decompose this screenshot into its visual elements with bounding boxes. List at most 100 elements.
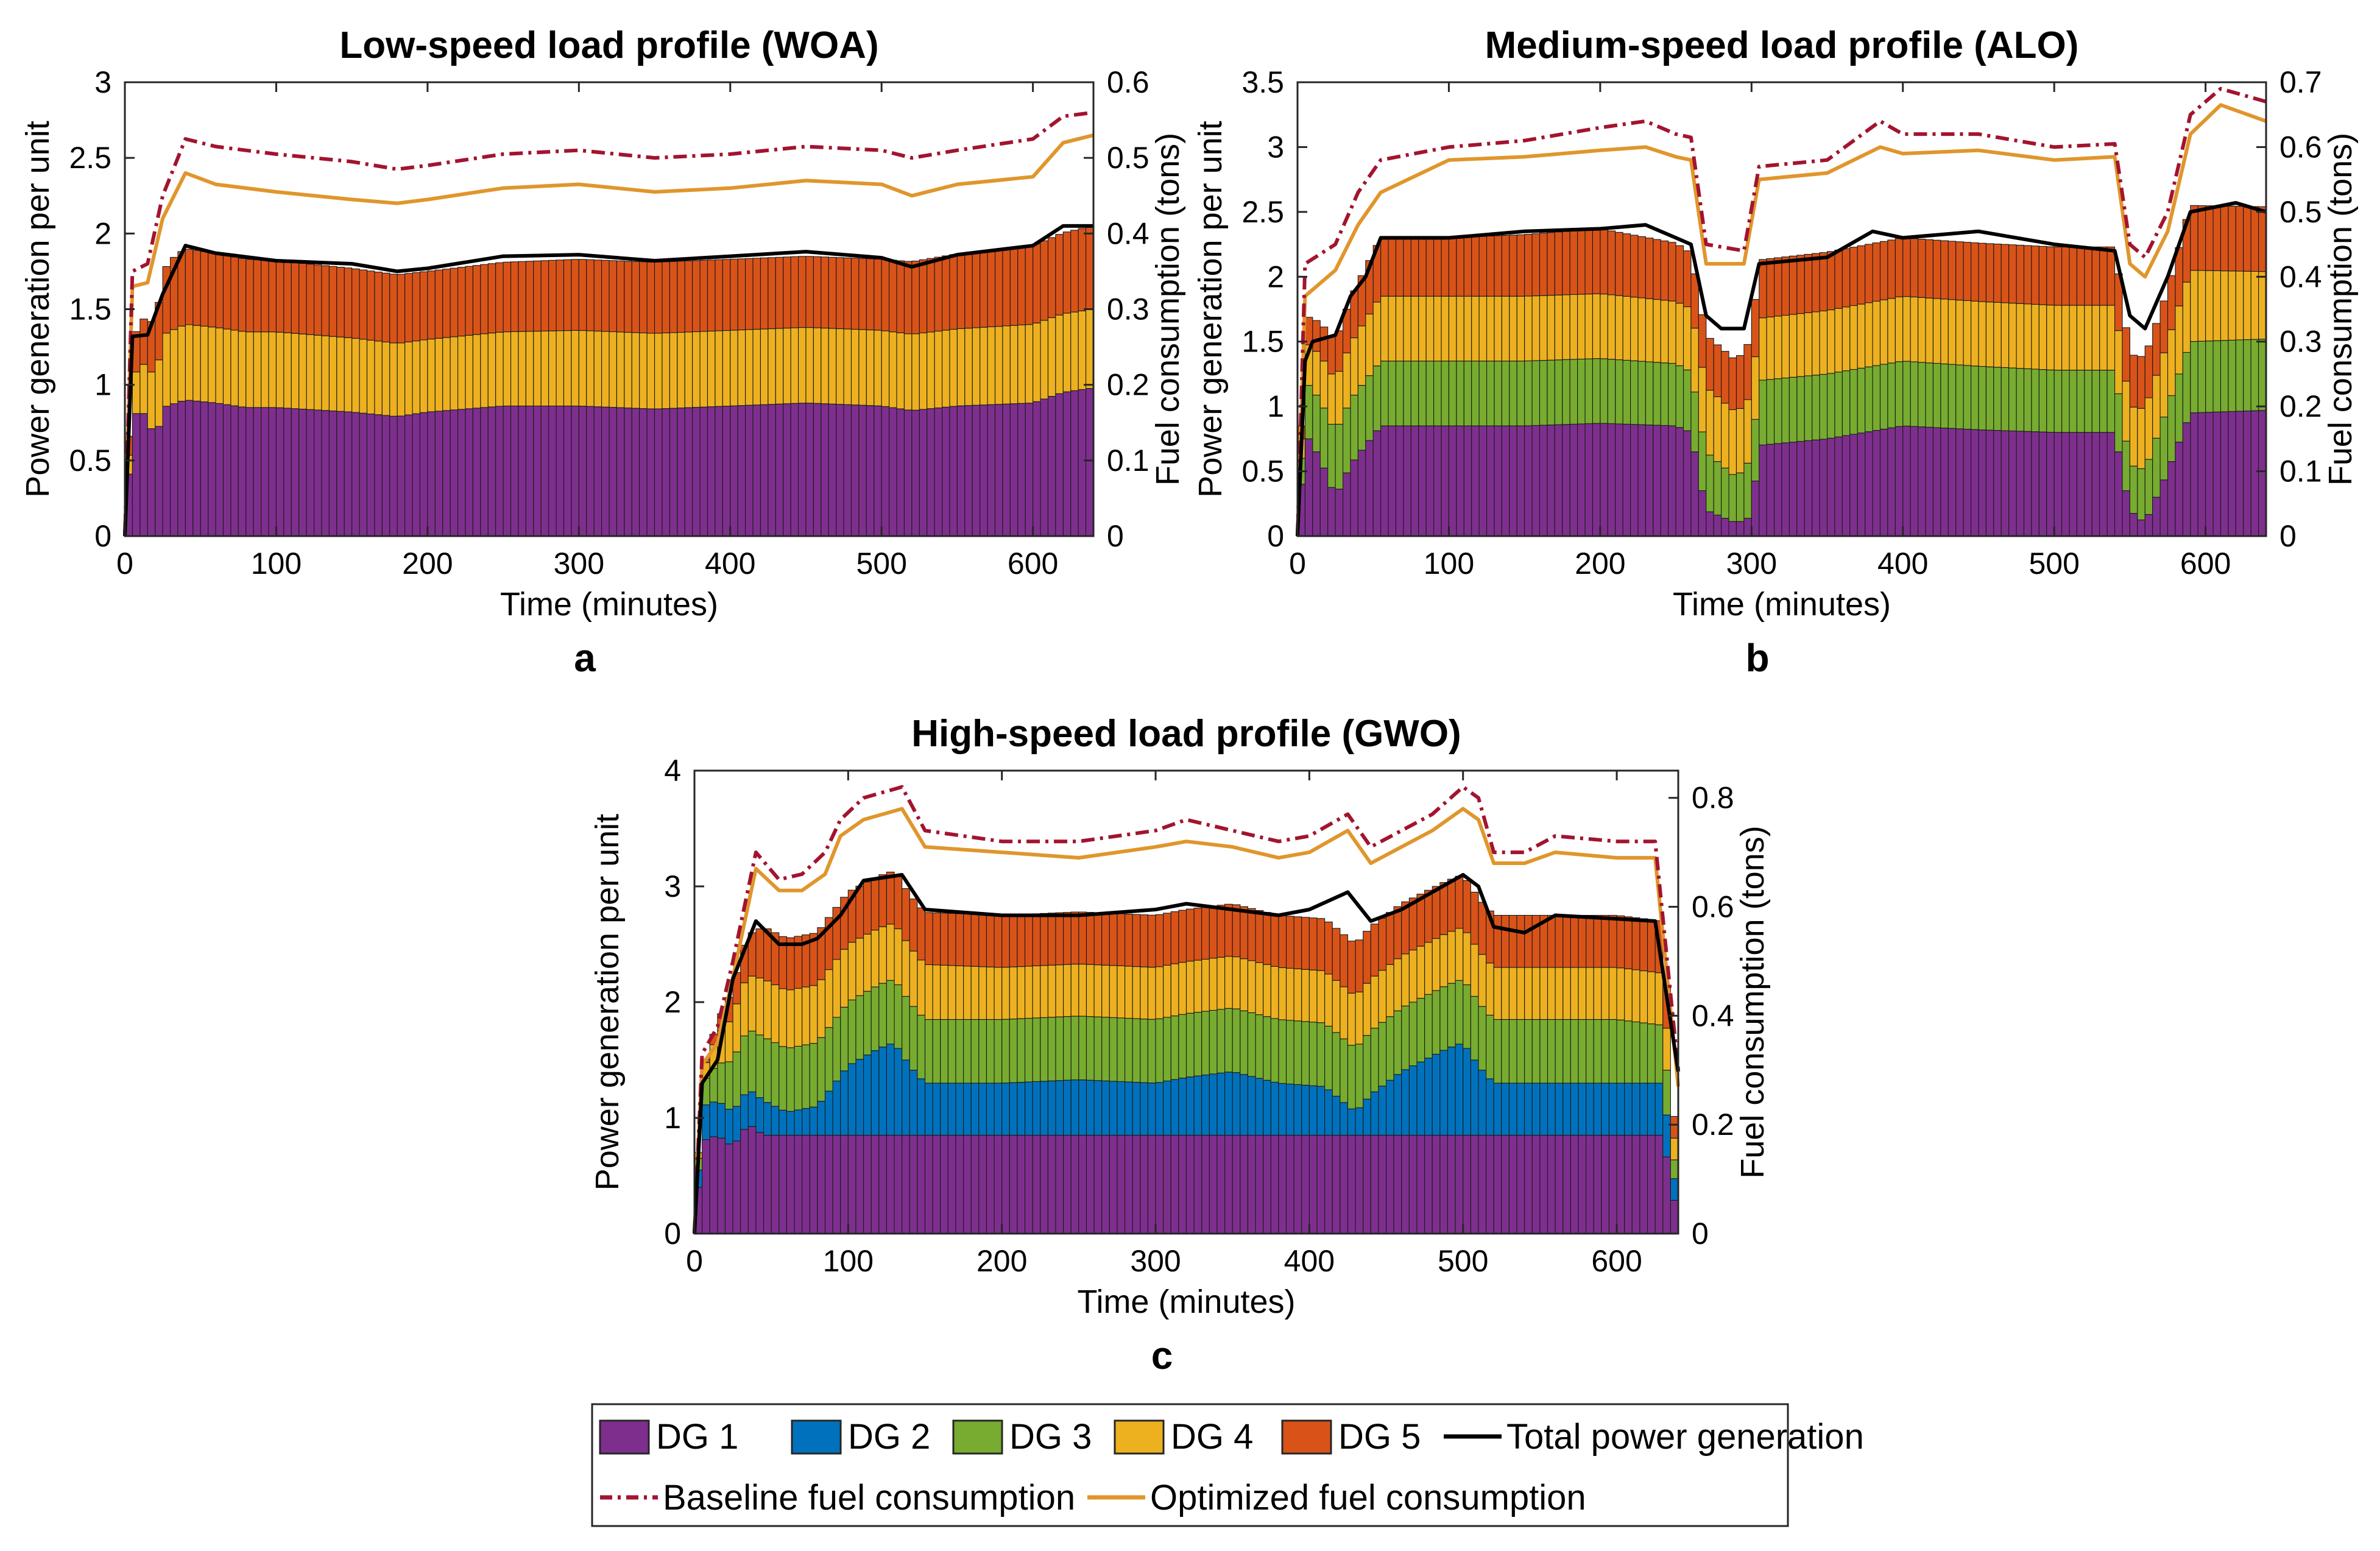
bar-segment-dg-2 <box>779 1109 787 1136</box>
bar-segment-dg-4 <box>1025 324 1034 404</box>
bar-segment-dg-3 <box>1224 1008 1233 1073</box>
bar-segment-dg-1 <box>397 415 406 537</box>
bar-segment-dg-2 <box>1432 1053 1441 1136</box>
bar-segment-dg-5 <box>1101 913 1110 966</box>
bar-segment-dg-5 <box>1441 237 1449 297</box>
bar-segment-dg-3 <box>1584 358 1594 425</box>
bar-segment-dg-4 <box>1170 963 1179 1017</box>
bar-segment-dg-1 <box>752 405 761 537</box>
bar-segment-dg-5 <box>836 257 844 330</box>
bar-segment-dg-1 <box>1147 1134 1156 1234</box>
bar-segment-dg-1 <box>1017 403 1026 537</box>
bar-segment-dg-1 <box>2129 513 2138 537</box>
bar-segment-dg-1 <box>1340 1134 1349 1234</box>
bar-segment-dg-1 <box>760 404 769 537</box>
bar-segment-dg-3 <box>1509 361 1517 426</box>
bar-segment-dg-5 <box>139 319 148 365</box>
bar-segment-dg-1 <box>745 405 754 537</box>
bar-segment-dg-1 <box>1393 1134 1402 1234</box>
bar-segment-dg-3 <box>1796 376 1805 442</box>
bar-segment-dg-5 <box>1501 914 1510 968</box>
bar-segment-dg-3 <box>2084 369 2092 433</box>
y-axis-label: Power generation per unit <box>589 814 626 1190</box>
y2-tick-label: 0.1 <box>2279 454 2322 489</box>
bar-segment-dg-2 <box>1332 1095 1341 1136</box>
bar-segment-dg-4 <box>1380 295 1389 362</box>
bar-segment-dg-1 <box>874 405 882 537</box>
chart-title: Medium-speed load profile (ALO) <box>1485 24 2079 66</box>
bar-segment-dg-4 <box>850 328 860 406</box>
bar-segment-dg-5 <box>1653 239 1661 300</box>
bar-segment-dg-4 <box>1478 954 1487 1007</box>
bar-segment-dg-3 <box>986 1019 995 1084</box>
bar-segment-dg-4 <box>902 940 910 997</box>
bar-segment-dg-4 <box>1193 959 1202 1013</box>
bar-segment-dg-5 <box>1766 258 1775 317</box>
bar-segment-dg-4 <box>1063 964 1072 1017</box>
y-tick-label: 3 <box>94 65 111 99</box>
bar-segment-dg-4 <box>1401 953 1410 1006</box>
legend: DG 1 DG 2 DG 3 DG 4 DG 5 Total power generati… <box>591 1403 1864 1527</box>
bar-segment-dg-4 <box>1101 964 1110 1018</box>
bar-segment-dg-3 <box>763 1038 772 1103</box>
chart-panel-c: High-speed load profile (GWO)0 100 200 300 4… <box>589 713 1771 1377</box>
bar-segment-dg-3 <box>1170 1016 1179 1080</box>
bar-segment-dg-1 <box>1403 425 1411 537</box>
bar-segment-dg-1 <box>427 411 436 537</box>
bar-segment-dg-2 <box>1224 1072 1233 1136</box>
bar-segment-dg-2 <box>1063 1079 1072 1136</box>
bar-segment-dg-4 <box>840 949 849 1008</box>
bar-segment-dg-4 <box>1347 992 1356 1046</box>
bar-segment-dg-4 <box>1607 294 1616 360</box>
y-tick-label: 0.5 <box>1241 454 1284 489</box>
bar-segment-dg-4 <box>389 342 398 417</box>
bar-segment-dg-3 <box>1009 1019 1018 1083</box>
bar-segment-dg-5 <box>1872 242 1881 302</box>
bar-segment-dg-5 <box>855 885 864 939</box>
bar-segment-dg-1 <box>2008 430 2017 537</box>
bar-segment-dg-2 <box>1185 1076 1195 1136</box>
bar-segment-dg-4 <box>1163 964 1171 1018</box>
bar-segment-dg-1 <box>927 408 935 537</box>
bar-segment-dg-4 <box>1910 296 1919 362</box>
bar-segment-dg-3 <box>1970 366 1979 430</box>
bar-segment-dg-5 <box>737 258 746 331</box>
bar-segment-dg-1 <box>2235 411 2244 537</box>
bar-segment-dg-5 <box>1448 237 1457 297</box>
bar-segment-dg-4 <box>2016 303 2025 369</box>
bar-segment-dg-4 <box>1448 295 1457 362</box>
bar-segment-dg-5 <box>947 913 956 966</box>
x-tick-label: 400 <box>1877 546 1928 581</box>
bar-segment-dg-2 <box>1193 1075 1202 1136</box>
bar-segment-dg-3 <box>1447 983 1456 1048</box>
bar-segment-dg-1 <box>889 407 897 537</box>
bar-segment-dg-4 <box>1070 964 1079 1017</box>
bar-segment-dg-4 <box>1570 967 1579 1020</box>
bar-segment-dg-1 <box>855 1134 864 1234</box>
bar-segment-dg-5 <box>775 256 784 329</box>
bar-segment-dg-3 <box>878 983 887 1048</box>
bar-segment-dg-4 <box>903 333 913 411</box>
bar-segment-dg-4 <box>533 331 542 406</box>
bar-segment-dg-1 <box>963 1134 972 1234</box>
bar-segment-dg-3 <box>963 1019 972 1084</box>
bar-segment-dg-1 <box>374 414 383 537</box>
optimized-fuel-line <box>693 807 1680 1234</box>
bar-segment-dg-4 <box>1955 300 1964 366</box>
bar-segment-dg-2 <box>1616 1083 1625 1136</box>
bar-segment-dg-1 <box>1365 440 1374 537</box>
bar-segment-dg-5 <box>790 256 799 328</box>
bar-segment-dg-3 <box>1713 461 1722 515</box>
bar-segment-dg-2 <box>1647 1083 1656 1136</box>
bar-segment-dg-1 <box>1804 440 1813 537</box>
bar-segment-dg-5 <box>1393 906 1402 959</box>
bar-segment-dg-1 <box>1547 425 1555 537</box>
bar-segment-dg-4 <box>1670 1137 1679 1161</box>
bar-segment-dg-4 <box>1578 967 1587 1020</box>
y-tick-label: 4 <box>664 754 681 788</box>
bar-segment-dg-4 <box>1062 313 1072 392</box>
bar-segment-dg-5 <box>1516 914 1525 968</box>
bar-segment-dg-4 <box>760 328 769 405</box>
bar-segment-dg-4 <box>548 330 557 406</box>
chart-title: Low-speed load profile (WOA) <box>339 24 878 66</box>
